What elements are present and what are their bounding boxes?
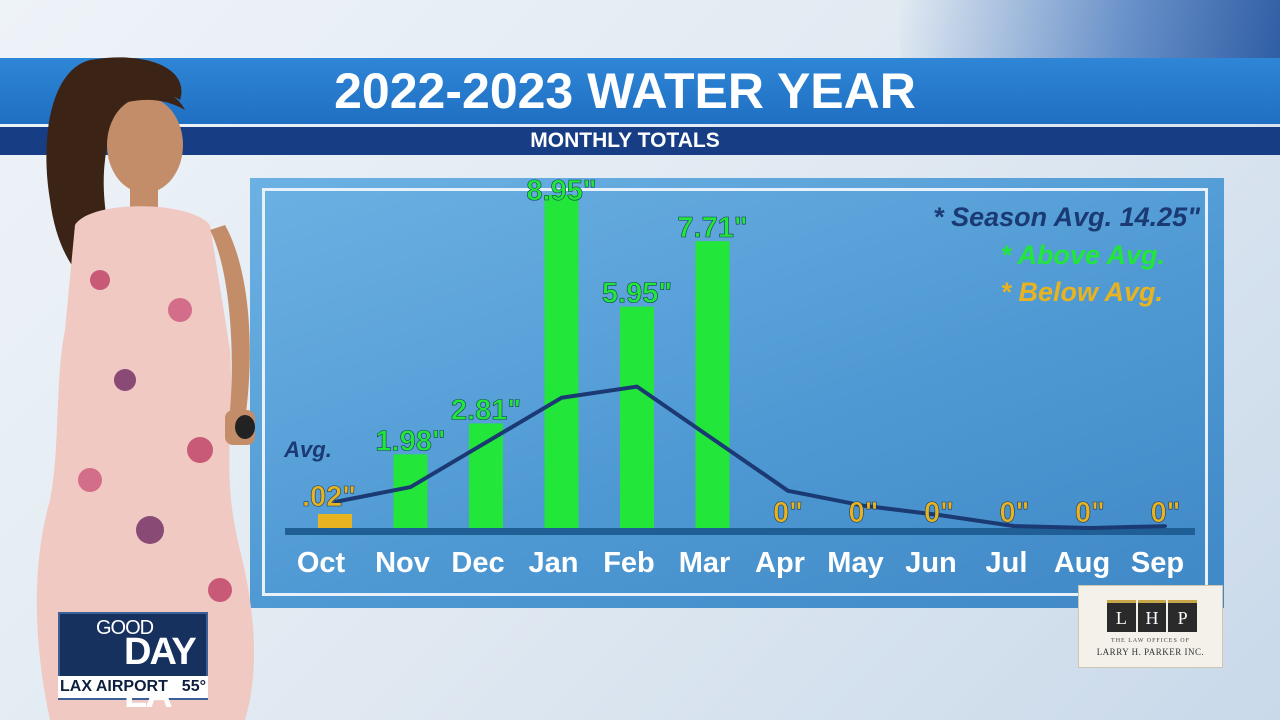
value-label-nov: 1.98" [375, 425, 445, 457]
avg-point-dec [484, 440, 488, 444]
sponsor-initial-p: P [1168, 600, 1198, 632]
x-tick-feb: Feb [603, 547, 655, 579]
value-label-jan: 8.95" [526, 175, 596, 207]
avg-point-feb [635, 385, 639, 389]
chart-subtitle: MONTHLY TOTALS [530, 129, 720, 152]
chart-title: 2022-2023 WATER YEAR [334, 63, 916, 119]
bar-jan [544, 195, 579, 529]
value-label-feb: 5.95" [602, 278, 672, 310]
bar-dec [469, 423, 503, 528]
x-tick-jul: Jul [986, 547, 1028, 579]
bar-mar [695, 241, 730, 528]
value-label-jun: 0" [924, 497, 954, 529]
subtitle-band: MONTHLY TOTALS [0, 127, 1280, 155]
value-label-apr: 0" [773, 497, 803, 529]
sponsor-name: LARRY H. PARKER INC. [1096, 647, 1205, 657]
avg-point-jan [560, 396, 563, 400]
logo-dayla-text: DAY LA [124, 631, 196, 716]
sponsor-initial-l: L [1107, 600, 1136, 632]
avg-point-may [862, 504, 865, 508]
value-label-jul: 0" [1000, 497, 1030, 529]
value-label-oct: .02" [302, 481, 356, 513]
baseline [285, 528, 1195, 535]
water-year-chart: Avg. .02" 1.98"2.81" 8.95" 5.95" 7.71" 0" 0" 0" 0… [283, 175, 1201, 579]
sponsor-logo: L H P THE LAW OFFICES OF LARRY H. PARKER… [1078, 585, 1223, 668]
sponsor-initials: L H P [1107, 600, 1198, 632]
avg-point-oct [333, 500, 337, 504]
x-tick-jan: Jan [529, 547, 579, 579]
avg-point-mar [711, 437, 714, 441]
background-streak [900, 0, 1280, 60]
bar-feb [620, 306, 654, 528]
x-tick-oct: Oct [297, 547, 346, 579]
avg-point-jun [937, 513, 941, 517]
avg-point-apr [786, 489, 790, 493]
chart-border [262, 188, 1208, 596]
chart-panel [250, 178, 1224, 608]
value-label-aug: 0" [1075, 497, 1105, 529]
avg-point-aug [1088, 526, 1092, 530]
x-tick-mar: Mar [679, 547, 731, 579]
sponsor-tagline: THE LAW OFFICES OF [1111, 638, 1190, 644]
value-label-dec: 2.81" [451, 394, 521, 426]
avg-point-sep [1164, 524, 1167, 528]
avg-label: Avg. [283, 437, 332, 462]
presenter-figure [36, 57, 255, 720]
x-tick-jun: Jun [905, 547, 957, 579]
x-tick-aug: Aug [1054, 547, 1110, 579]
value-label-may: 0" [849, 497, 879, 529]
legend-above-avg: * Above Avg. [1000, 240, 1165, 270]
x-tick-may: May [827, 547, 883, 579]
avg-line [334, 384, 1166, 530]
legend-below-avg: * Below Avg. [1000, 277, 1163, 307]
legend-season-avg: * Season Avg. 14.25" [933, 202, 1201, 232]
value-label-sep: 0" [1151, 497, 1181, 529]
weather-ticker: LAX AIRPORT 55° [58, 676, 208, 698]
bar-oct [318, 514, 352, 528]
title-band: 2022-2023 WATER YEAR [0, 58, 1280, 124]
x-tick-sep: Sep [1131, 547, 1184, 579]
sponsor-initial-h: H [1137, 600, 1167, 632]
avg-point-nov [409, 485, 412, 489]
logo-good-text: GOOD [96, 617, 154, 639]
x-tick-nov: Nov [375, 547, 430, 579]
temperature-value: 55° [181, 678, 206, 695]
value-label-mar: 7.71" [677, 212, 747, 244]
avg-point-jul [1013, 524, 1016, 528]
x-tick-apr: Apr [755, 547, 805, 579]
location-label: LAX AIRPORT [60, 678, 168, 695]
x-tick-dec: Dec [451, 547, 504, 579]
